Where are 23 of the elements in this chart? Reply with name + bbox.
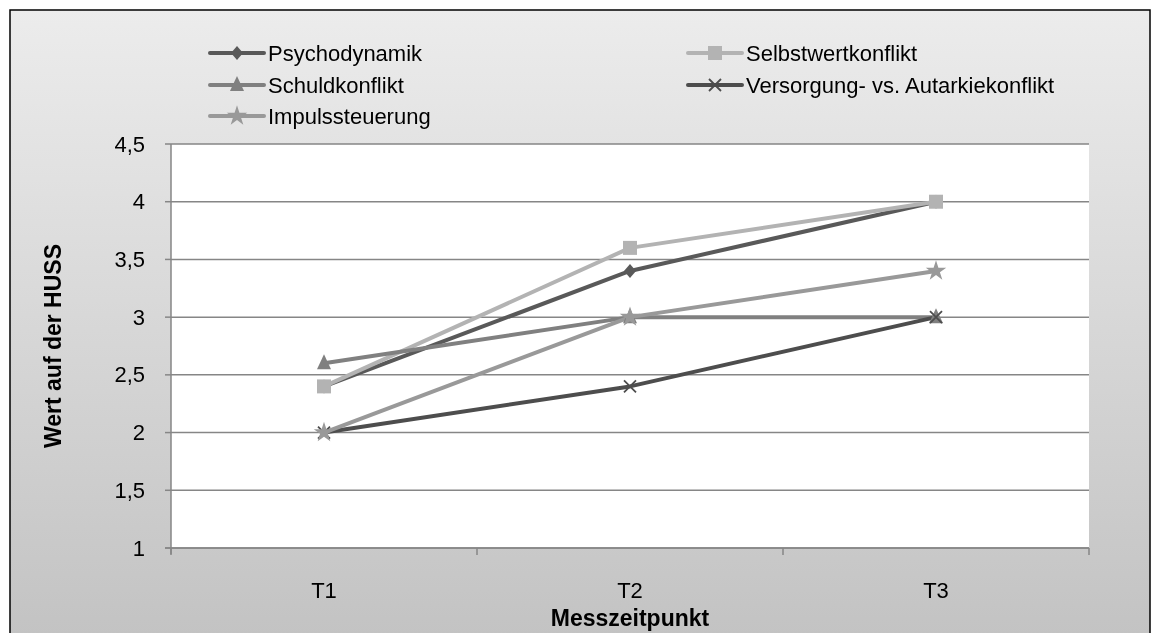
x-axis-title: Messzeitpunkt bbox=[550, 605, 710, 631]
point bbox=[317, 354, 331, 370]
x-tick-label: T3 bbox=[923, 577, 949, 603]
legend-label: Psychodynamik bbox=[268, 40, 424, 66]
legend-label: Selbstwertkonflikt bbox=[746, 40, 918, 66]
y-tick-label: 3,5 bbox=[114, 246, 145, 272]
y-tick-label: 1 bbox=[132, 535, 145, 561]
y-tick-label: 4 bbox=[132, 189, 145, 215]
y-tick-label: 2,5 bbox=[114, 362, 145, 388]
y-tick-label: 3 bbox=[132, 304, 145, 330]
point bbox=[624, 263, 636, 278]
legend-label: Impulssteuerung bbox=[268, 103, 431, 129]
y-axis-title: Wert auf der HUSS bbox=[40, 243, 66, 449]
x-tick-label: T2 bbox=[617, 577, 643, 603]
point bbox=[623, 240, 637, 255]
x-tick-label: T1 bbox=[311, 577, 337, 603]
y-tick-label: 2 bbox=[132, 420, 145, 446]
y-tick-label: 4,5 bbox=[114, 131, 145, 157]
point bbox=[925, 260, 947, 280]
legend-label: Versorgung- vs. Autarkiekonflikt bbox=[746, 72, 1055, 98]
point bbox=[623, 379, 637, 394]
legend-label: Schuldkonflikt bbox=[268, 72, 404, 98]
y-tick-label: 1,5 bbox=[114, 477, 145, 503]
